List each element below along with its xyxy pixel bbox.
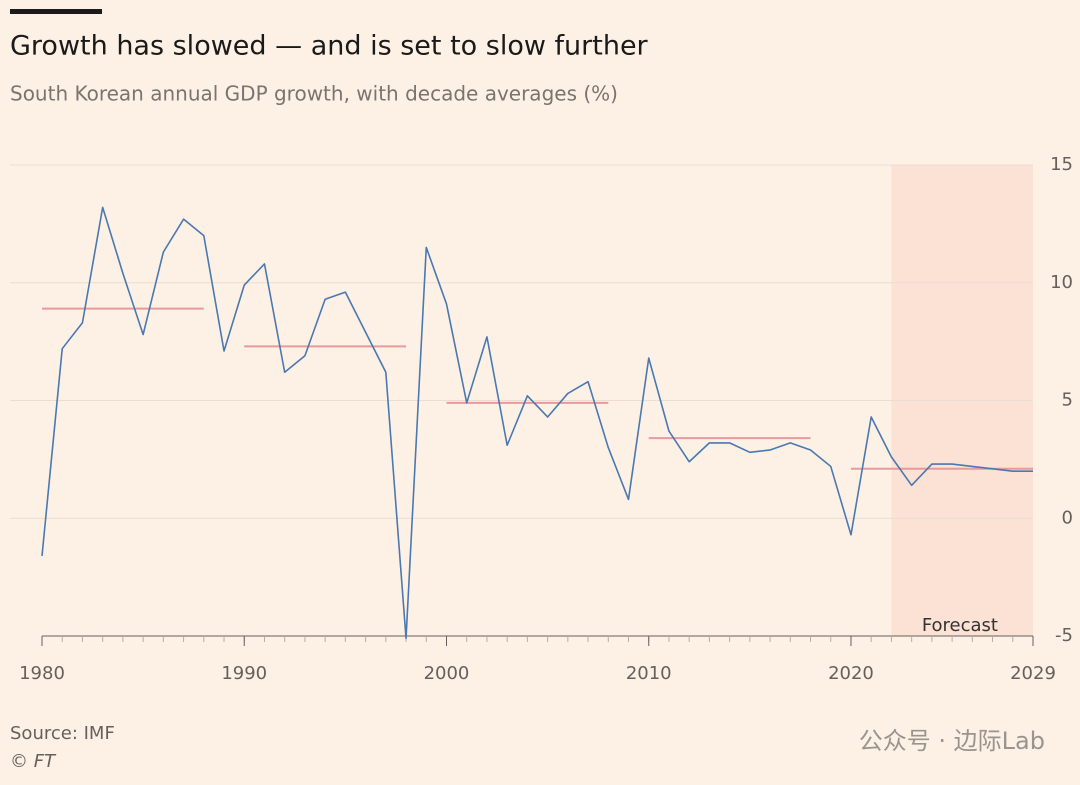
chart-title: Growth has slowed — and is set to slow f… bbox=[10, 31, 649, 62]
title-bar bbox=[10, 9, 102, 14]
x-tick-label: 2020 bbox=[828, 663, 874, 684]
watermark: 公众号 · 边际Lab bbox=[859, 727, 1045, 755]
credit: © FT bbox=[10, 751, 57, 772]
x-tick-label: 2029 bbox=[1010, 663, 1056, 684]
y-tick-label: 15 bbox=[1050, 154, 1073, 175]
y-tick-label: 5 bbox=[1062, 390, 1073, 411]
x-tick-label: 2010 bbox=[626, 663, 672, 684]
source: Source: IMF bbox=[10, 723, 115, 744]
x-tick-label: 1980 bbox=[19, 663, 65, 684]
y-tick-label: -5 bbox=[1055, 625, 1073, 646]
gdp-line bbox=[41, 206, 1033, 640]
y-tick-label: 0 bbox=[1062, 507, 1073, 528]
x-tick-label: 1990 bbox=[221, 663, 267, 684]
chart-subtitle: South Korean annual GDP growth, with dec… bbox=[10, 82, 618, 106]
forecast-label: Forecast bbox=[922, 615, 998, 636]
y-tick-label: 10 bbox=[1050, 272, 1073, 293]
x-tick-label: 2000 bbox=[424, 663, 470, 684]
